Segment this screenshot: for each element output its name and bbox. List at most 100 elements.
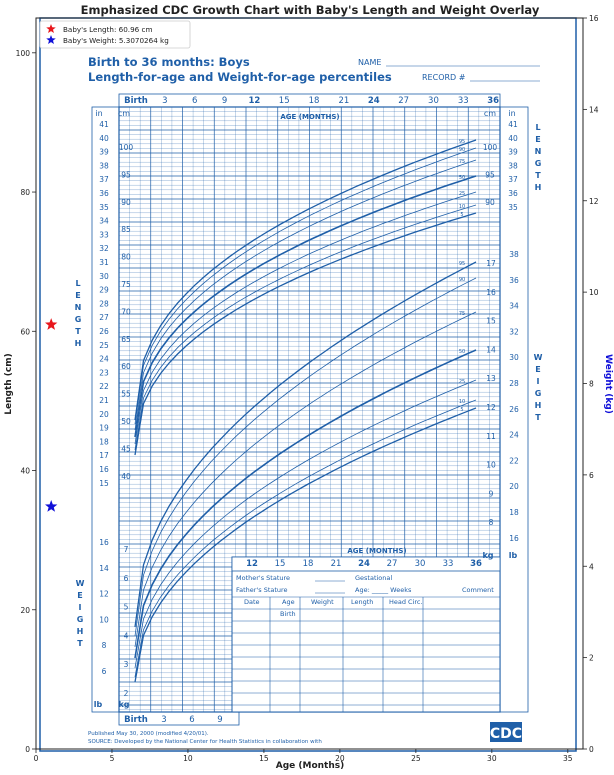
cdc-kg-tick-right: 8	[489, 518, 494, 527]
y-right-tick-label: 6	[589, 471, 594, 480]
cdc-weight-letter-right: E	[535, 365, 540, 374]
cdc-table-age: Age	[282, 598, 295, 606]
cdc-lb-tick-left: 6	[102, 667, 107, 676]
cdc-lb-tick-right: 36	[509, 276, 519, 285]
y-right-tick-label: 10	[589, 288, 599, 297]
cdc-lb-label-left: lb	[94, 700, 103, 709]
cdc-table-age-label: 33	[443, 559, 454, 569]
cdc-length-letter-right: E	[535, 135, 540, 144]
length-percentile-label: 10	[459, 204, 465, 210]
length-percentile-curve	[134, 212, 477, 456]
weight-percentile-curve	[134, 261, 477, 628]
cdc-lb-tick-left: 8	[102, 641, 107, 650]
cdc-kg-tick-left: 6	[124, 574, 129, 583]
cdc-inch-tick-left: 15	[99, 479, 109, 488]
x-axis-ticks: 0 5 10 15 20 25 30 35	[34, 749, 573, 763]
cdc-lb-tick-right: 20	[509, 482, 519, 491]
cdc-table-weight: Weight	[311, 598, 334, 606]
cdc-cm-tick-left: 70	[121, 307, 131, 316]
cdc-cm-tick-right: 100	[483, 143, 498, 152]
cdc-weight-letter-right: I	[537, 377, 540, 386]
cdc-weight-letter-left: G	[77, 615, 84, 624]
x-tick-label: 30	[487, 754, 497, 763]
cdc-cm-tick-right: 90	[485, 198, 495, 207]
cdc-kg-tick-left: 7	[124, 545, 129, 554]
cdc-length-letter-right: L	[535, 123, 540, 132]
cdc-table-age-label: 30	[415, 559, 426, 569]
cdc-bottom-age-label: Birth	[124, 715, 148, 725]
cdc-inch-tick-left: 21	[99, 396, 109, 405]
y-left-tick-label: 100	[16, 49, 31, 58]
cdc-age-weeks: Age: _____ Weeks	[355, 586, 412, 594]
cdc-cm-tick-left: 40	[121, 472, 131, 481]
cdc-published: Published May 30, 2000 (modified 4/20/01…	[88, 731, 209, 737]
cdc-inch-tick-left: 22	[99, 382, 109, 391]
weight-percentile-curve	[134, 399, 477, 678]
cdc-gestational: Gestational	[355, 574, 392, 582]
weight-percentile-curve	[134, 311, 477, 648]
cdc-weight-letter-left: H	[77, 627, 84, 636]
x-tick-label: 15	[259, 754, 269, 763]
y-right-tick-label: 0	[589, 745, 594, 754]
cdc-top-age-label: 18	[309, 96, 320, 106]
cdc-top-age-label: 36	[487, 96, 499, 106]
cdc-inch-tick-left: 31	[99, 258, 109, 267]
baby-data-markers	[45, 318, 58, 512]
cdc-inch-tick-right: 37	[508, 175, 518, 184]
x-axis-label: Age (Months)	[276, 761, 344, 771]
cdc-length-letter-right: H	[535, 183, 542, 192]
cdc-cm-tick-left: 60	[121, 362, 131, 371]
cdc-fathers-stature: Father's Stature	[236, 586, 288, 594]
cdc-length-letter-left: T	[75, 327, 81, 336]
baby-length-star-marker	[45, 318, 58, 330]
weight-percentile-label: 90	[459, 277, 465, 283]
baby-weight-star-marker	[45, 500, 58, 512]
cdc-table-age-label: 18	[303, 559, 314, 569]
cdc-mothers-stature: Mother's Stature	[236, 574, 290, 582]
y-right-axis-ticks: 0 2 4 6 8 10 12 14 16	[583, 14, 599, 754]
cdc-cm-tick-left: 100	[119, 143, 134, 152]
cdc-inch-tick-left: 16	[99, 465, 109, 474]
y-right-axis-label: Weight (kg)	[603, 354, 613, 414]
cdc-bottom-age-label: 6	[189, 715, 194, 725]
cdc-weight-letter-right: H	[535, 401, 542, 410]
cdc-inch-tick-left: 29	[99, 286, 109, 295]
cdc-percentile-curves: 95 90 75 50 25 10 5 95 90 75 50 25 10 5	[134, 139, 477, 683]
cdc-kg-tick-right: 13	[486, 374, 496, 383]
cdc-inch-tick-left: 20	[99, 410, 109, 419]
cdc-inch-tick-left: 35	[99, 203, 109, 212]
length-percentile-curve	[134, 159, 477, 431]
length-percentile-label: 90	[459, 147, 465, 153]
cdc-lb-tick-left: 14	[99, 564, 109, 573]
cdc-inch-tick-left: 37	[99, 175, 109, 184]
cdc-lb-tick-right: 28	[509, 379, 519, 388]
length-percentile-curve	[134, 191, 477, 445]
weight-percentile-label: 95	[459, 261, 465, 267]
cdc-kg-tick-left: 3	[124, 660, 129, 669]
cdc-age-months-table: AGE (MONTHS)	[347, 547, 406, 555]
y-left-tick-label: 0	[25, 745, 30, 754]
cdc-kg-tick-right: 10	[486, 461, 496, 470]
cdc-table-age-label: 36	[470, 559, 482, 569]
cdc-name-label: NAME	[358, 58, 381, 67]
legend: Baby's Length: 60.96 cm Baby's Weight: 5.…	[39, 20, 191, 49]
cdc-cm-tick-right: 95	[485, 170, 495, 179]
cdc-kg-tick-right: 17	[486, 259, 496, 268]
cdc-length-letter-right: N	[535, 147, 542, 156]
weight-percentile-curve	[134, 407, 477, 683]
cdc-lb-tick-right: 22	[509, 456, 519, 465]
blue-star-legend-icon	[46, 35, 56, 45]
cdc-table-date: Date	[244, 598, 260, 606]
cdc-inch-tick-left: 38	[99, 161, 109, 170]
cdc-table-age-label: 27	[387, 559, 398, 569]
cdc-lb-tick-right: 32	[509, 327, 519, 336]
cdc-lb-tick-right: 16	[509, 534, 519, 543]
cdc-inch-tick-right: 35	[508, 203, 518, 212]
cdc-length-letter-left: H	[75, 339, 82, 348]
cdc-weight-letter-left: I	[79, 603, 82, 612]
cdc-inch-tick-left: 28	[99, 299, 109, 308]
length-percentile-label: 5	[460, 212, 463, 218]
cdc-kg-label: kg	[482, 551, 493, 560]
